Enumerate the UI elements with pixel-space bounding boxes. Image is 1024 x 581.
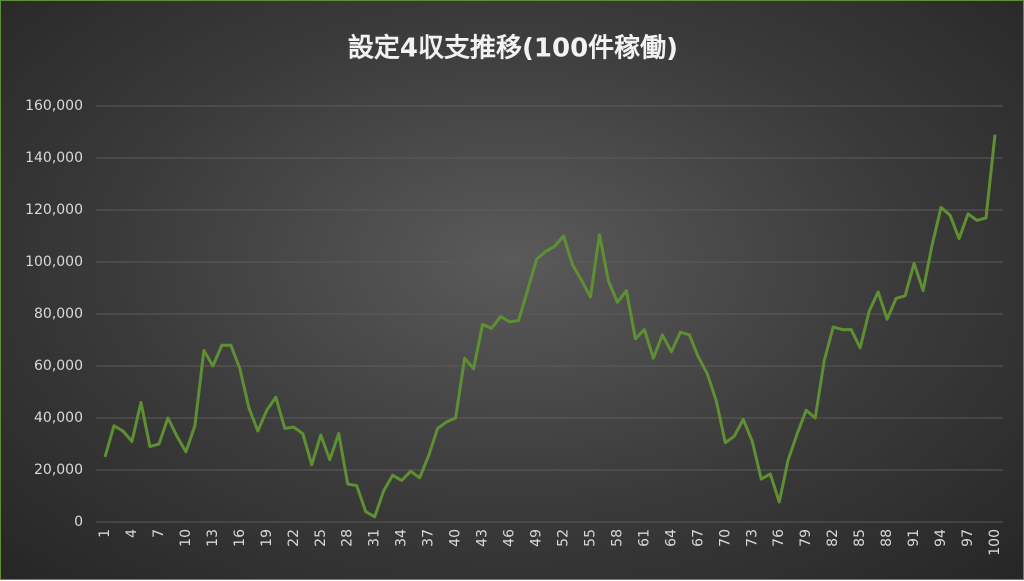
x-tick-label: 67 [690, 529, 706, 547]
x-tick-label: 46 [502, 529, 518, 547]
x-tick-label: 22 [286, 529, 302, 547]
y-tick-label: 40,000 [34, 410, 83, 426]
x-tick-label: 31 [367, 529, 383, 547]
x-tick-label: 76 [771, 529, 787, 547]
x-tick-label: 88 [879, 529, 895, 547]
y-tick-label: 60,000 [34, 358, 83, 374]
y-tick-label: 20,000 [34, 462, 83, 478]
x-tick-label: 4 [124, 529, 140, 538]
x-tick-label: 19 [259, 529, 275, 547]
x-tick-label: 16 [232, 529, 248, 547]
x-tick-label: 7 [151, 529, 167, 538]
x-tick-label: 73 [744, 529, 760, 547]
x-tick-label: 82 [825, 529, 841, 547]
x-tick-label: 97 [960, 529, 976, 547]
x-tick-label: 25 [313, 529, 329, 547]
x-tick-label: 28 [340, 529, 356, 547]
y-tick-label: 100,000 [25, 254, 83, 270]
y-tick-label: 140,000 [25, 150, 83, 166]
y-tick-label: 80,000 [34, 306, 83, 322]
x-tick-label: 85 [852, 529, 868, 547]
x-tick-label: 34 [394, 529, 410, 547]
y-tick-label: 160,000 [25, 98, 83, 114]
x-tick-label: 43 [475, 529, 491, 547]
x-tick-label: 49 [529, 529, 545, 547]
x-tick-label: 94 [933, 529, 949, 547]
x-tick-label: 100 [987, 529, 1003, 556]
x-tick-label: 1 [97, 529, 113, 538]
y-tick-label: 120,000 [25, 202, 83, 218]
x-tick-label: 40 [448, 529, 464, 547]
x-tick-label: 79 [798, 529, 814, 547]
x-tick-label: 64 [663, 529, 679, 547]
x-tick-label: 55 [582, 529, 598, 547]
x-tick-label: 58 [609, 529, 625, 547]
x-tick-label: 91 [906, 529, 922, 547]
line [103, 134, 997, 519]
x-tick-label: 13 [205, 529, 221, 547]
x-tick-label: 70 [717, 529, 733, 547]
y-tick-label: 0 [74, 514, 83, 530]
x-tick-label: 61 [636, 529, 652, 547]
chart-title: 設定4収支推移(100件稼働) [348, 33, 678, 64]
x-tick-label: 37 [421, 529, 437, 547]
x-tick-label: 10 [178, 529, 194, 547]
x-tick-label: 52 [555, 529, 571, 547]
